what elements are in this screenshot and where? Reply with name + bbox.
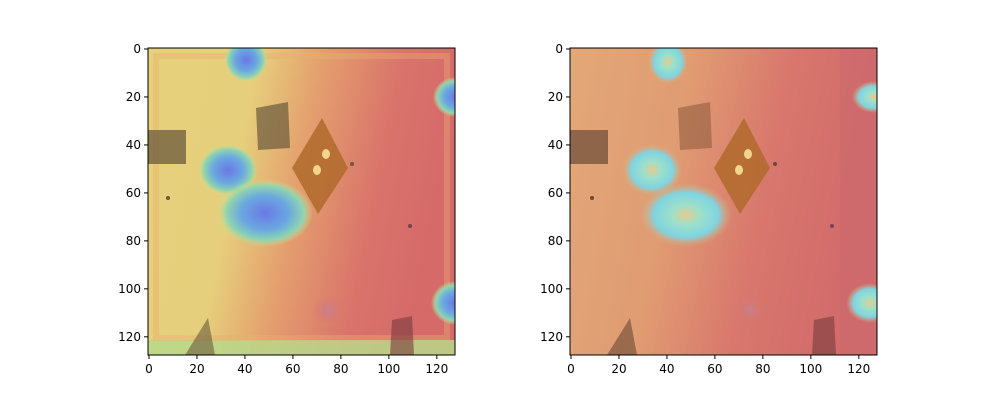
right-x-tick-label: 40	[659, 362, 674, 376]
left-bottom-shape-a	[185, 318, 215, 355]
right-heatmap-image	[570, 48, 877, 355]
right-x-tick-label: 100	[799, 362, 822, 376]
left-center-blob-b	[217, 179, 313, 247]
right-axes: 0 20 40 60 80 100 120 0 20 40 60 80 100 120	[540, 42, 878, 376]
left-axes: 0 20 40 60 80 100 120 0 20 40 60 80 100 120	[118, 42, 456, 376]
right-right-blob-lower	[846, 283, 877, 323]
right-dark-object-edge	[570, 130, 608, 164]
right-y-tick-label: 20	[548, 90, 563, 104]
left-bottom-band	[148, 340, 455, 355]
right-bottom-shape-a	[607, 318, 637, 355]
right-bottom-shape-b	[812, 316, 836, 355]
left-right-blob-lower	[431, 281, 455, 325]
left-small-dot-a	[166, 196, 170, 200]
left-pink-blob	[312, 296, 344, 324]
right-top-blob	[648, 48, 688, 84]
left-frame-shadow	[153, 53, 450, 341]
left-small-dot-c	[408, 224, 412, 228]
right-small-dot-c	[830, 224, 834, 228]
left-y-tick-label: 60	[126, 186, 141, 200]
right-y-tick-label: 60	[548, 186, 563, 200]
left-diamond-object	[292, 118, 348, 214]
left-y-tick-label: 20	[126, 90, 141, 104]
right-x-tick-label: 80	[755, 362, 770, 376]
right-center-blob-a	[622, 144, 682, 196]
left-x-tick-label: 40	[237, 362, 252, 376]
left-x-tick-label: 0	[145, 362, 153, 376]
right-y-tick-label: 120	[540, 330, 563, 344]
left-diamond-dot-a	[322, 149, 330, 159]
right-pink-blob	[734, 296, 766, 324]
right-x-tick-label: 120	[847, 362, 870, 376]
right-y-tick-label: 100	[540, 282, 563, 296]
left-x-tick-label: 120	[425, 362, 448, 376]
left-y-tick-label: 80	[126, 234, 141, 248]
right-small-dot-a	[590, 196, 594, 200]
right-right-blob-upper	[852, 81, 877, 113]
left-y-tick-label: 0	[133, 42, 141, 56]
left-bottom-shape-b	[390, 316, 414, 355]
right-small-dot-b	[773, 162, 777, 166]
right-x-tick-label: 20	[611, 362, 626, 376]
left-y-tick-label: 100	[118, 282, 141, 296]
right-y-tick-label: 40	[548, 138, 563, 152]
right-dark-rect	[678, 102, 712, 150]
left-top-blob	[224, 48, 268, 82]
left-diamond-dot-b	[313, 165, 321, 175]
right-x-tick-label: 0	[567, 362, 575, 376]
left-dark-object-edge	[148, 130, 186, 164]
left-right-blob-upper	[433, 77, 455, 117]
right-diamond-object	[714, 118, 770, 214]
right-y-tick-label: 0	[555, 42, 563, 56]
left-dark-rect	[256, 102, 290, 150]
left-x-tick-label: 100	[377, 362, 400, 376]
right-y-tick-label: 80	[548, 234, 563, 248]
left-x-tick-label: 80	[333, 362, 348, 376]
right-axes-frame	[569, 47, 878, 356]
right-x-tick-label: 60	[707, 362, 722, 376]
left-y-tick-label: 120	[118, 330, 141, 344]
left-x-tick-label: 20	[189, 362, 204, 376]
right-center-blob-b	[640, 183, 732, 247]
right-diamond-dot-a	[744, 149, 752, 159]
left-small-dot-b	[350, 162, 354, 166]
left-x-tick-label: 60	[285, 362, 300, 376]
right-diamond-dot-b	[735, 165, 743, 175]
left-y-tick-label: 40	[126, 138, 141, 152]
left-axes-frame	[147, 47, 456, 356]
left-heatmap-image	[148, 48, 455, 355]
